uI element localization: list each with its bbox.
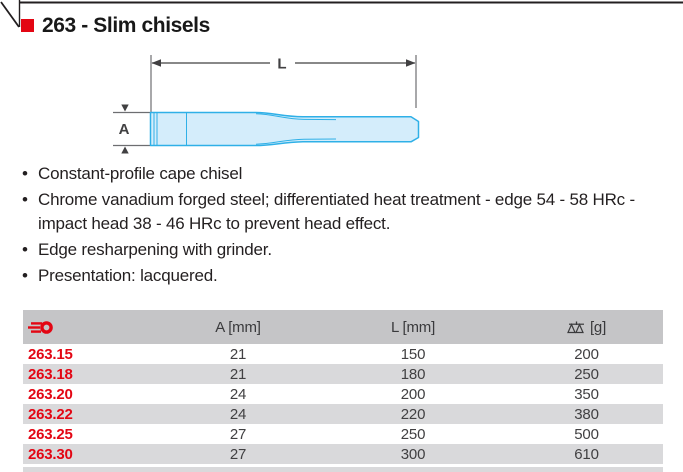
width-dimension-label: A: [119, 121, 130, 138]
table-row: 263.18 21 180 250: [23, 364, 663, 384]
cell-a-mm: 27: [229, 425, 247, 443]
red-square-bullet-icon: [21, 19, 34, 32]
cell-weight-g: 250: [574, 365, 599, 383]
part-number-icon: [28, 321, 53, 334]
page-corner-mark: [0, 0, 683, 28]
weight-unit-label: [g]: [589, 318, 607, 336]
feature-list: Constant-profile cape chisel Chrome vana…: [22, 162, 647, 290]
feature-item: Presentation: lacquered.: [22, 264, 647, 288]
chisel-outline: [149, 111, 420, 147]
cell-l-mm: 150: [400, 345, 426, 363]
feature-item: Chrome vanadium forged steel; differenti…: [22, 188, 647, 236]
column-header-code: [23, 310, 160, 344]
section-header: 263 - Slim chisels: [21, 15, 210, 37]
cell-l-mm: 180: [400, 365, 426, 383]
table-row: 263.20 24 200 350: [23, 384, 663, 404]
cell-product-code: 263.18: [28, 365, 73, 383]
column-header-a: A [mm]: [160, 310, 316, 344]
page-title: 263 - Slim chisels: [42, 14, 210, 37]
cell-weight-g: 380: [574, 405, 599, 423]
cell-weight-g: 500: [574, 425, 599, 443]
table-row: 263.22 24 220 380: [23, 404, 663, 424]
cell-a-mm: 24: [229, 405, 247, 423]
length-dimension-label: L: [277, 56, 286, 73]
cell-weight-g: 350: [574, 385, 599, 403]
table-header-row: A [mm] L [mm] [g]: [23, 310, 663, 344]
column-header-weight: [g]: [510, 310, 663, 344]
column-header-l: L [mm]: [316, 310, 510, 344]
cell-a-mm: 21: [229, 345, 247, 363]
cell-product-code: 263.22: [28, 405, 73, 423]
cell-l-mm: 250: [400, 425, 426, 443]
cell-l-mm: 300: [400, 445, 426, 463]
cell-a-mm: 21: [229, 365, 247, 383]
cell-product-code: 263.15: [28, 345, 73, 363]
cell-a-mm: 27: [229, 445, 247, 463]
scale-icon: [567, 321, 584, 333]
feature-item: Constant-profile cape chisel: [22, 162, 647, 186]
table-row: 263.30 27 300 610: [23, 444, 663, 464]
feature-item: Edge resharpening with grinder.: [22, 238, 647, 262]
cell-product-code: 263.25: [28, 425, 73, 443]
cell-a-mm: 24: [229, 385, 247, 403]
cell-product-code: 263.30: [28, 445, 73, 463]
cell-l-mm: 220: [400, 405, 426, 423]
cell-l-mm: 200: [400, 385, 426, 403]
chisel-technical-drawing: L A: [113, 55, 420, 154]
spec-table: A [mm] L [mm] [g] 263.15 21 150 200: [23, 310, 663, 464]
cell-weight-g: 610: [574, 445, 599, 463]
cell-product-code: 263.20: [28, 385, 73, 403]
table-row: 263.15 21 150 200: [23, 344, 663, 364]
cell-weight-g: 200: [574, 345, 599, 363]
table-row: 263.25 27 250 500: [23, 424, 663, 444]
table-next-row-cutoff: [23, 467, 663, 472]
